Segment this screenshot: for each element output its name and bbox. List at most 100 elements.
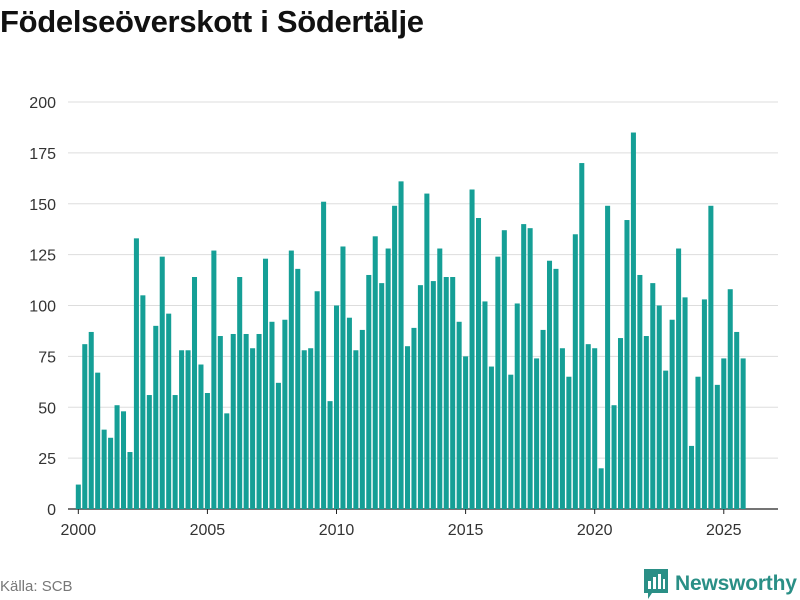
bar [114, 405, 120, 509]
bar [643, 336, 649, 509]
bar [108, 437, 114, 509]
bar [275, 382, 281, 509]
y-tick-label: 100 [29, 299, 56, 316]
bar [282, 319, 288, 509]
bar [714, 384, 720, 509]
bar [230, 333, 236, 509]
y-tick-label: 0 [47, 502, 56, 519]
bar [308, 348, 314, 509]
bar [333, 305, 340, 509]
bar [366, 274, 372, 509]
y-tick-label: 200 [29, 95, 56, 112]
bar [430, 281, 436, 509]
bar [185, 350, 191, 509]
bar [372, 236, 378, 509]
y-tick-label: 150 [29, 197, 56, 214]
bar [488, 366, 494, 509]
bar [166, 313, 172, 509]
y-axis-ticks: 0 25 50 75 100 125 150 175 200 [29, 95, 56, 519]
bar [546, 260, 553, 509]
bar [321, 201, 327, 509]
bar [153, 325, 159, 509]
bar [650, 283, 656, 509]
bar [140, 295, 146, 509]
newsworthy-logo-icon [644, 569, 668, 599]
bar [262, 258, 269, 509]
bar [417, 285, 423, 509]
bar [359, 329, 365, 509]
bar [346, 317, 352, 509]
bar [404, 346, 411, 509]
bar [553, 268, 559, 509]
bar [617, 338, 624, 509]
bar [605, 205, 611, 509]
brand-name: Newsworthy [675, 572, 797, 595]
bar [676, 248, 682, 509]
bar [191, 277, 198, 509]
bar [688, 445, 695, 509]
bar [669, 319, 675, 509]
bar [514, 303, 520, 509]
bar [198, 364, 204, 509]
bar [82, 344, 88, 509]
bar [411, 327, 417, 509]
bar [204, 393, 210, 509]
bar [256, 333, 262, 509]
bar [450, 277, 456, 509]
bar [159, 256, 165, 509]
bar [385, 248, 391, 509]
bar [127, 452, 133, 509]
bars [75, 132, 746, 510]
bar [501, 230, 507, 509]
bar [695, 376, 701, 509]
bar [250, 348, 256, 509]
newsworthy-brand[interactable]: Newsworthy [644, 569, 797, 599]
bar [637, 274, 643, 509]
bar [566, 376, 572, 509]
bar [734, 331, 740, 509]
bar [682, 297, 688, 509]
bar [146, 395, 152, 509]
bar [740, 358, 746, 509]
bar [133, 238, 139, 509]
x-tick-label: 2010 [319, 522, 355, 539]
bar [727, 289, 733, 509]
x-tick-label: 2025 [706, 522, 742, 539]
x-axis-ticks: 2000 2005 2010 2015 2020 2025 [61, 509, 742, 539]
y-tick-label: 75 [38, 349, 56, 366]
bar [295, 268, 301, 509]
bar [327, 401, 333, 509]
bar [398, 181, 404, 510]
bar [237, 277, 243, 509]
y-tick-label: 50 [38, 400, 56, 417]
bar [379, 283, 385, 509]
bar [611, 405, 617, 509]
bar [443, 277, 449, 509]
bar [527, 228, 533, 510]
bar [120, 411, 127, 509]
bar [437, 248, 443, 509]
bar [224, 413, 230, 509]
bar [495, 256, 501, 509]
bar [95, 372, 101, 509]
bar [521, 224, 527, 509]
bar [579, 163, 585, 510]
bar [624, 220, 630, 509]
bar [540, 329, 546, 509]
bar [288, 250, 294, 509]
bar [269, 321, 275, 509]
y-tick-label: 175 [29, 146, 56, 163]
bar [534, 358, 540, 509]
x-tick-label: 2005 [190, 522, 226, 539]
bar [211, 250, 217, 509]
chart-title: Födelseöverskott i Södertälje [0, 4, 424, 39]
bar [656, 305, 662, 509]
bar [353, 350, 359, 509]
bar [701, 299, 707, 509]
x-tick-label: 2000 [61, 522, 97, 539]
y-tick-label: 125 [29, 248, 56, 265]
bar [708, 205, 714, 509]
bar [301, 350, 307, 509]
bar [340, 246, 346, 510]
bar [217, 336, 223, 509]
